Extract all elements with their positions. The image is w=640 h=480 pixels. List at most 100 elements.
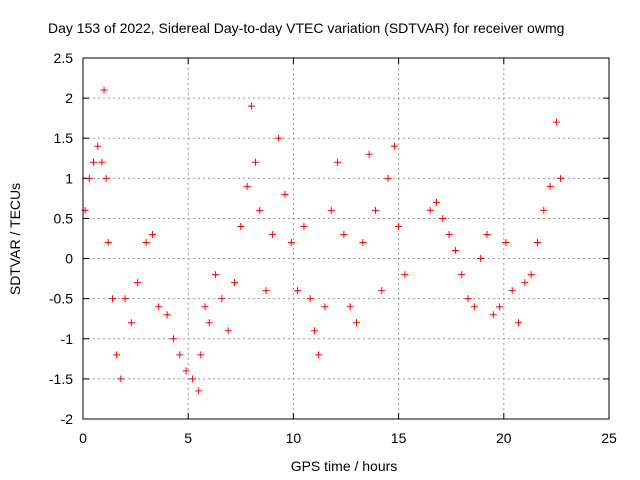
- data-point: [113, 351, 121, 359]
- data-point: [104, 239, 112, 247]
- data-point: [287, 239, 295, 247]
- data-point: [247, 102, 255, 110]
- x-tick-label: 5: [184, 430, 192, 446]
- data-point: [552, 118, 560, 126]
- y-tick-label: -1: [61, 331, 74, 347]
- data-point: [496, 303, 504, 311]
- data-points: [81, 86, 565, 395]
- data-point: [527, 271, 535, 279]
- data-point: [148, 230, 156, 238]
- data-point: [243, 182, 251, 190]
- plot-frame: [82, 57, 610, 420]
- data-point: [85, 174, 93, 182]
- data-point: [155, 303, 163, 311]
- data-point: [384, 174, 392, 182]
- data-point: [256, 206, 264, 214]
- y-tick-label: -1.5: [49, 371, 73, 387]
- data-point: [121, 295, 129, 303]
- y-tick-label: 2: [65, 90, 73, 106]
- data-point: [237, 222, 245, 230]
- x-tick-label: 0: [79, 430, 87, 446]
- data-point: [346, 303, 354, 311]
- grid-lines: [83, 58, 609, 419]
- data-point: [426, 206, 434, 214]
- data-point: [108, 295, 116, 303]
- chart-title: Day 153 of 2022, Sidereal Day-to-day VTE…: [48, 20, 564, 36]
- data-point: [439, 214, 447, 222]
- data-point: [321, 303, 329, 311]
- data-point: [515, 319, 523, 327]
- data-point: [508, 287, 516, 295]
- data-point: [502, 239, 510, 247]
- data-point: [127, 319, 135, 327]
- y-tick-label: 1.5: [54, 130, 74, 146]
- data-point: [359, 239, 367, 247]
- data-point: [252, 158, 260, 166]
- y-axis-label: SDTVAR / TECUs: [7, 183, 23, 295]
- data-point: [134, 279, 142, 287]
- data-point: [100, 86, 108, 94]
- data-point: [470, 303, 478, 311]
- data-point: [212, 271, 220, 279]
- data-point: [365, 150, 373, 158]
- data-point: [401, 271, 409, 279]
- data-point: [300, 222, 308, 230]
- data-point: [464, 295, 472, 303]
- data-point: [334, 158, 342, 166]
- data-point: [483, 230, 491, 238]
- data-point: [294, 287, 302, 295]
- data-point: [521, 279, 529, 287]
- data-point: [306, 295, 314, 303]
- data-point: [315, 351, 323, 359]
- data-point: [546, 182, 554, 190]
- y-tick-label: 1: [65, 170, 73, 186]
- axis-ticks: 0 5 10 15 20 25 -2 -1.5 -1 -0.5 0 0.5 1 1.5 2 2.5: [49, 50, 617, 446]
- data-point: [117, 375, 125, 383]
- y-tick-label: 0.5: [54, 210, 74, 226]
- data-point: [371, 206, 379, 214]
- data-point: [281, 190, 289, 198]
- data-point: [197, 351, 205, 359]
- data-point: [169, 335, 177, 343]
- data-point: [230, 279, 238, 287]
- data-point: [142, 239, 150, 247]
- data-point: [275, 134, 283, 142]
- data-point: [102, 174, 110, 182]
- data-point: [390, 142, 398, 150]
- data-point: [98, 158, 106, 166]
- data-point: [163, 311, 171, 319]
- data-point: [176, 351, 184, 359]
- data-point: [340, 230, 348, 238]
- y-tick-label: 2.5: [54, 50, 74, 66]
- y-tick-label: -0.5: [49, 291, 73, 307]
- data-point: [327, 206, 335, 214]
- x-tick-label: 25: [601, 430, 617, 446]
- data-point: [182, 367, 190, 375]
- data-point: [458, 271, 466, 279]
- data-point: [218, 295, 226, 303]
- data-point: [378, 287, 386, 295]
- x-tick-label: 20: [496, 430, 512, 446]
- y-tick-label: 0: [65, 251, 73, 267]
- data-point: [268, 230, 276, 238]
- data-point: [310, 327, 318, 335]
- data-point: [432, 198, 440, 206]
- data-point: [94, 142, 102, 150]
- data-point: [540, 206, 548, 214]
- data-point: [90, 158, 98, 166]
- data-point: [395, 222, 403, 230]
- data-point: [477, 255, 485, 263]
- data-point: [195, 387, 203, 395]
- x-tick-label: 10: [286, 430, 302, 446]
- data-point: [262, 287, 270, 295]
- data-point: [205, 319, 213, 327]
- data-point: [445, 230, 453, 238]
- x-tick-label: 15: [391, 430, 407, 446]
- x-axis-label: GPS time / hours: [291, 458, 398, 474]
- data-point: [489, 311, 497, 319]
- data-point: [353, 319, 361, 327]
- data-point: [224, 327, 232, 335]
- data-point: [557, 174, 565, 182]
- data-point: [188, 375, 196, 383]
